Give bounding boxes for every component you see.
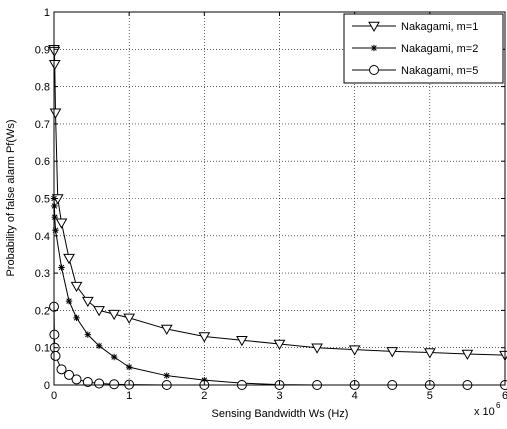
data-point bbox=[48, 59, 61, 71]
y-tick-label: 1 bbox=[44, 7, 50, 19]
ticks: 0 1 2 3 4 5 6 0 0.1 0.2 0.3 0.4 0.5 0.6 0.7 0.8 0.9 1 bbox=[35, 7, 507, 402]
data-point bbox=[163, 372, 170, 379]
data-point bbox=[51, 213, 58, 221]
data-point bbox=[49, 108, 62, 119]
x-tick-label: 2 bbox=[201, 390, 207, 402]
data-point bbox=[84, 331, 92, 338]
data-point bbox=[55, 218, 68, 229]
y-tick-label: 0 bbox=[44, 380, 50, 392]
data-point bbox=[386, 347, 399, 358]
legend-entry-m2: Nakagami, m=2 bbox=[352, 43, 478, 55]
data-point bbox=[70, 281, 83, 293]
legend-label-m2: Nakagami, m=2 bbox=[401, 43, 478, 55]
legend: Nakagami, m=1 Nakagami, m=2 Nakagami, m=… bbox=[343, 13, 504, 84]
legend-label-m5: Nakagami, m=5 bbox=[401, 65, 478, 77]
data-point bbox=[273, 339, 286, 350]
y-tick-label: 0.3 bbox=[35, 268, 50, 280]
series-line bbox=[53, 49, 506, 356]
legend-marker-m2 bbox=[370, 44, 378, 52]
data-point bbox=[95, 342, 103, 350]
x-exponent-label: x 10 bbox=[474, 406, 495, 418]
x-tick-label: 5 bbox=[427, 390, 433, 402]
data-point bbox=[58, 264, 65, 271]
legend-marker-shape bbox=[368, 21, 380, 33]
data-point bbox=[64, 369, 75, 380]
data-point bbox=[71, 374, 82, 385]
y-tick-label: 0.8 bbox=[35, 82, 50, 94]
data-point bbox=[461, 349, 474, 361]
data-point bbox=[109, 379, 120, 390]
x-exponent-power: 6 bbox=[496, 401, 501, 410]
data-point bbox=[50, 350, 61, 361]
legend-marker-shape bbox=[370, 44, 378, 52]
x-axis-title: Sensing Bandwidth Ws (Hz) bbox=[212, 408, 349, 420]
data-point bbox=[423, 348, 436, 359]
y-tick-label: 0.6 bbox=[35, 156, 50, 168]
data-point bbox=[348, 345, 361, 356]
legend-entry-m5: Nakagami, m=5 bbox=[352, 65, 478, 77]
y-tick-label: 0.1 bbox=[35, 343, 50, 355]
y-tick-label: 0.9 bbox=[35, 44, 50, 56]
legend-marker-shape bbox=[369, 65, 379, 75]
data-point bbox=[108, 309, 120, 321]
x-tick-label: 3 bbox=[276, 390, 282, 402]
y-tick-label: 0.4 bbox=[35, 231, 50, 243]
legend-entry-m1: Nakagami, m=1 bbox=[352, 21, 478, 33]
x-tick-label: 1 bbox=[126, 390, 132, 402]
y-tick-label: 0.2 bbox=[35, 305, 50, 317]
data-point bbox=[63, 253, 75, 265]
y-axis-title: Probability of false alarm Pf(Ws) bbox=[5, 119, 17, 276]
x-tick-label: 4 bbox=[352, 390, 358, 402]
x-tick-label: 0 bbox=[51, 390, 57, 402]
y-tick-label: 0.5 bbox=[35, 194, 50, 206]
data-point bbox=[110, 353, 118, 361]
data-point bbox=[73, 314, 80, 322]
data-point bbox=[123, 313, 136, 324]
data-point bbox=[82, 377, 93, 388]
data-point bbox=[56, 364, 67, 375]
data-point bbox=[160, 324, 173, 336]
legend-label-m1: Nakagami, m=1 bbox=[401, 21, 478, 33]
data-point bbox=[198, 332, 211, 343]
data-point bbox=[52, 227, 59, 234]
series-1 bbox=[48, 45, 507, 362]
legend-marker-m1 bbox=[368, 21, 380, 33]
data-point bbox=[236, 335, 248, 347]
legend-marker-m5 bbox=[369, 65, 379, 75]
y-tick-label: 0.7 bbox=[35, 119, 50, 131]
data-point bbox=[81, 296, 94, 308]
data-point bbox=[93, 306, 105, 317]
data-point bbox=[311, 343, 323, 354]
x-tick-label: 6 bbox=[502, 390, 507, 402]
data-point bbox=[65, 297, 73, 305]
data-point bbox=[94, 378, 105, 389]
data-point bbox=[125, 363, 133, 371]
